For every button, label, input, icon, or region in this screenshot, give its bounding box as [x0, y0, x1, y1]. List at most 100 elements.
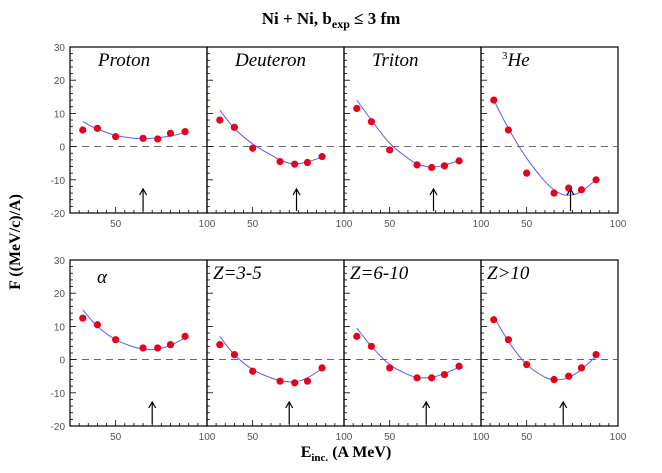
data-point	[139, 134, 147, 142]
x-tick-label: 100	[199, 432, 216, 443]
data-point	[291, 160, 299, 168]
data-point	[550, 189, 558, 197]
data-point	[303, 377, 312, 385]
data-point	[386, 146, 394, 154]
data-point	[154, 344, 162, 352]
panel-frame	[480, 259, 619, 427]
data-point	[428, 374, 436, 382]
data-point	[413, 161, 421, 169]
x-tick-label: 50	[521, 219, 533, 230]
y-tick-label: -20	[51, 209, 66, 220]
x-tick-label: 100	[199, 219, 216, 230]
panel-z-6-10: 50 100 Z=6-10	[343, 259, 490, 443]
x-tick-label: 100	[336, 432, 353, 443]
panel-label: Proton	[97, 50, 150, 71]
x-tick-label: 50	[384, 219, 396, 230]
y-axis-label: F ((MeV/c)/A)	[7, 194, 24, 290]
x-tick-label: 50	[247, 432, 259, 443]
data-point	[79, 126, 87, 134]
data-point	[291, 379, 299, 387]
data-point	[592, 351, 600, 359]
data-point	[216, 116, 224, 124]
data-point	[216, 341, 224, 349]
data-point	[249, 144, 257, 152]
x-axis-label: Einc. (A MeV)	[301, 444, 392, 464]
data-point	[139, 344, 147, 352]
data-point	[318, 152, 326, 161]
y-tick-label: -10	[51, 389, 66, 400]
panel-proton: -20 -10 0 10 20 30 50 100 Proton	[51, 43, 216, 230]
y-tick-label: 20	[54, 289, 66, 300]
data-point	[276, 377, 284, 385]
arrow-head-icon	[285, 400, 294, 409]
x-tick-label: 50	[521, 432, 533, 443]
data-point	[93, 321, 101, 329]
data-point	[490, 316, 498, 324]
data-point	[577, 186, 586, 194]
x-tick-label: 100	[473, 432, 490, 443]
data-point	[440, 162, 449, 170]
panel-frame	[206, 259, 345, 427]
panel-frame	[480, 46, 619, 214]
data-point	[490, 96, 498, 104]
data-point	[440, 370, 449, 379]
arrow-head-icon	[559, 400, 568, 409]
panel-label: α	[97, 267, 108, 288]
data-point	[592, 176, 600, 184]
data-point	[353, 332, 361, 340]
data-point	[303, 158, 312, 167]
data-point	[112, 336, 120, 344]
arrow-head-icon	[566, 187, 575, 196]
data-point	[523, 360, 531, 369]
x-tick-label: 100	[610, 432, 627, 443]
panel-z-10: 50 100 Z>10	[480, 259, 627, 443]
y-tick-label: 30	[54, 43, 66, 54]
data-point	[318, 364, 326, 372]
y-tick-label: 10	[54, 109, 66, 120]
data-point	[504, 336, 512, 344]
data-point	[577, 364, 586, 372]
x-tick-label: 100	[336, 219, 353, 230]
data-point	[504, 126, 512, 134]
data-point	[249, 367, 257, 375]
y-tick-label: -20	[51, 422, 66, 433]
y-tick-label: 0	[59, 143, 65, 154]
arrow-head-icon	[292, 187, 301, 196]
arrow-head-icon	[429, 187, 438, 196]
panel-label: Z>10	[487, 263, 530, 284]
data-point	[523, 169, 531, 177]
panel-alpha: -20 -10 0 10 20 30 50 100 α	[51, 256, 216, 443]
fit-curve	[219, 336, 323, 383]
arrow-head-icon	[422, 400, 431, 409]
x-tick-label: 50	[110, 219, 122, 230]
panel-frame	[343, 46, 482, 214]
data-point	[230, 351, 238, 359]
panel-deuteron: 50 100 Deuteron	[206, 46, 353, 230]
y-tick-label: 20	[54, 76, 66, 87]
panel-label: Z=6-10	[350, 263, 409, 284]
panel-label: Z=3-5	[213, 263, 262, 284]
arrow-head-icon	[139, 187, 148, 196]
data-point	[166, 129, 175, 137]
data-point	[166, 341, 175, 349]
fit-curve	[356, 99, 460, 168]
data-point	[276, 157, 284, 166]
data-point	[455, 157, 463, 165]
data-point	[181, 128, 189, 136]
panel-label: Triton	[372, 50, 418, 71]
panel-label: Deuteron	[234, 50, 306, 71]
data-point	[93, 124, 101, 132]
panel-3he: 50 100 3He	[480, 46, 627, 230]
y-tick-label: 30	[54, 256, 66, 267]
data-point	[413, 374, 421, 382]
data-point	[550, 375, 558, 384]
data-point	[230, 123, 238, 131]
data-point	[367, 118, 375, 126]
panel-frame	[206, 46, 345, 214]
x-tick-label: 50	[110, 432, 122, 443]
arrow-head-icon	[148, 400, 157, 409]
panel-triton: 50 100 Triton	[343, 46, 490, 230]
panel-z-3-5: 50 100 Z=3-5	[206, 259, 353, 443]
data-point	[386, 364, 394, 372]
